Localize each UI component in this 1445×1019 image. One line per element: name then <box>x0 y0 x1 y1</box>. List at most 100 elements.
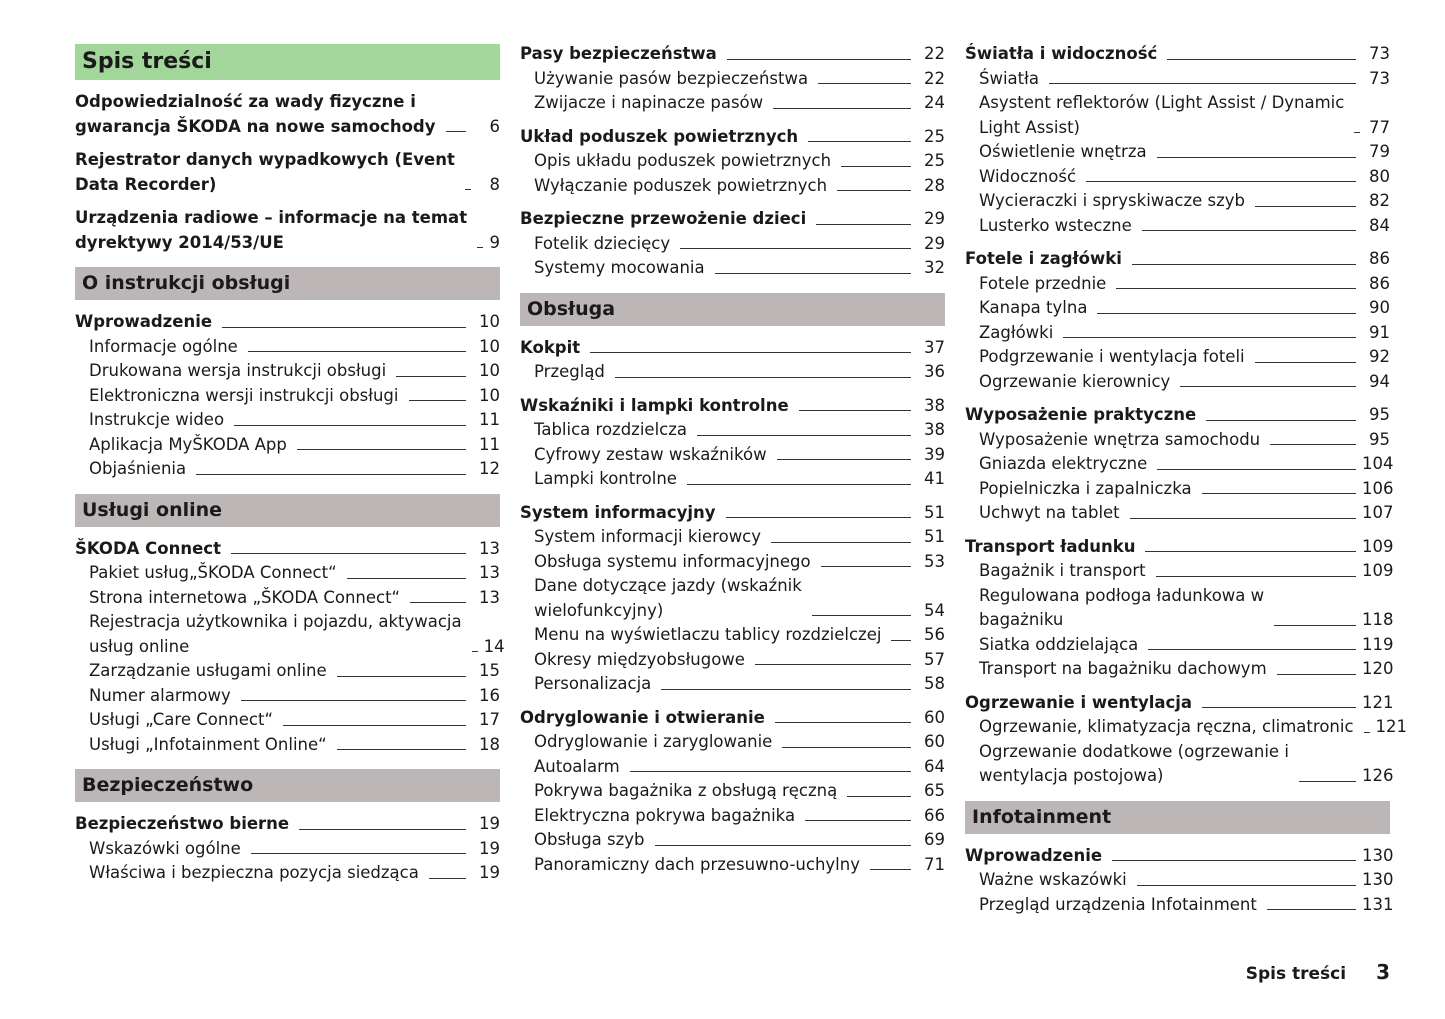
leader-line <box>661 688 911 690</box>
toc-subentry[interactable]: Ważne wskazówki 130 <box>965 868 1394 893</box>
toc-subentry[interactable]: Instrukcje wideo 11 <box>75 408 500 433</box>
leader-line <box>1116 288 1356 289</box>
entry-page-number: 79 <box>1369 142 1390 161</box>
toc-subentry[interactable]: Usługi „Care Connect“ 17 <box>75 708 500 733</box>
toc-chapter-entry[interactable]: Ogrzewanie i wentylacja 121 <box>965 691 1394 716</box>
toc-subentry[interactable]: Widoczność 80 <box>965 165 1390 190</box>
toc-subentry[interactable]: Systemy mocowania 32 <box>520 256 945 281</box>
toc-subentry[interactable]: Elektryczna pokrywa bagażnika 66 <box>520 804 945 829</box>
toc-chapter-entry[interactable]: Fotele i zagłówki 86 <box>965 247 1390 272</box>
toc-subentry[interactable]: Numer alarmowy 16 <box>75 684 500 709</box>
toc-subentry[interactable]: Używanie pasów bezpieczeństwa 22 <box>520 67 945 92</box>
toc-subentry[interactable]: Zwijacze i napinacze pasów 24 <box>520 91 945 116</box>
toc-subentry[interactable]: Siatka oddzielająca 119 <box>965 633 1394 658</box>
toc-subentry[interactable]: Personalizacja 58 <box>520 672 945 697</box>
toc-subentry[interactable]: Obsługa systemu informacyjnego 53 <box>520 550 945 575</box>
toc-subentry[interactable]: Światła 73 <box>965 67 1390 92</box>
toc-chapter-entry[interactable]: Transport ładunku 109 <box>965 535 1394 560</box>
leader-line <box>805 820 911 821</box>
toc-subentry[interactable]: Wycieraczki i spryskiwacze szyb 82 <box>965 189 1390 214</box>
toc-chapter-entry[interactable]: Urządzenia radiowe – informacje na temat… <box>75 206 500 255</box>
entry-title-line: Numer alarmowy <box>89 685 231 705</box>
toc-chapter-entry[interactable]: Odryglowanie i otwieranie 60 <box>520 706 945 731</box>
toc-title-band: Spis treści <box>75 44 500 80</box>
page-footer: Spis treści 3 <box>1246 960 1390 984</box>
toc-subentry[interactable]: Obsługa szyb 69 <box>520 828 945 853</box>
toc-subentry[interactable]: System informacji kierowcy 51 <box>520 525 945 550</box>
toc-subentry[interactable]: Menu na wyświetlaczu tablicy rozdzielcze… <box>520 623 945 648</box>
toc-subentry[interactable]: Wyposażenie wnętrza samochodu 95 <box>965 428 1390 453</box>
toc-subentry[interactable]: Oświetlenie wnętrza 79 <box>965 140 1390 165</box>
toc-chapter-entry[interactable]: Rejestrator danych wypadkowych (Event Dat… <box>75 148 500 197</box>
toc-subentry[interactable]: Zarządzanie usługami online 15 <box>75 659 500 684</box>
toc-subentry[interactable]: Właściwa i bezpieczna pozycja siedząca 19 <box>75 861 500 886</box>
toc-subentry[interactable]: Wskazówki ogólne 19 <box>75 837 500 862</box>
footer-section-title: Spis treści <box>1245 964 1347 984</box>
toc-subentry[interactable]: Autoalarm 64 <box>520 755 945 780</box>
toc-subentry[interactable]: Cyfrowy zestaw wskaźników 39 <box>520 443 945 468</box>
toc-subentry[interactable]: Rejestracja użytkownika i pojazdu, aktyw… <box>75 610 505 659</box>
entry-title: Rejestracja użytkownika i pojazdu, aktyw… <box>89 610 462 659</box>
toc-chapter-entry[interactable]: Wskaźniki i lampki kontrolne 38 <box>520 394 945 419</box>
toc-subentry[interactable]: Uchwyt na tablet 107 <box>965 501 1394 526</box>
toc-subentry[interactable]: Odryglowanie i zaryglowanie 60 <box>520 730 945 755</box>
toc-chapter-entry[interactable]: Bezpieczeństwo bierne 19 <box>75 812 500 837</box>
toc-subentry[interactable]: Ogrzewanie dodatkowe (ogrzewanie i wentyl… <box>965 740 1394 789</box>
toc-chapter-entry[interactable]: Bezpieczne przewożenie dzieci 29 <box>520 207 945 232</box>
toc-chapter-entry[interactable]: Układ poduszek powietrznych 25 <box>520 125 945 150</box>
toc-subentry[interactable]: Drukowana wersja instrukcji obsługi 10 <box>75 359 500 384</box>
toc-subentry[interactable]: Regulowana podłoga ładunkowa w bagażniku 1… <box>965 584 1394 633</box>
entry-title-line: Wyposażenie wnętrza samochodu <box>979 429 1261 449</box>
toc-subentry[interactable]: Asystent reflektorów (Light Assist / Dyn… <box>965 91 1390 140</box>
toc-subentry[interactable]: Informacje ogólne 10 <box>75 335 500 360</box>
toc-chapter-entry[interactable]: Odpowiedzialność za wady fizyczne i gwara… <box>75 90 500 139</box>
toc-subentry[interactable]: Ogrzewanie, klimatyzacja ręczna, climatr… <box>965 715 1407 740</box>
entry-title: Objaśnienia <box>89 457 186 482</box>
entry-title: Odryglowanie i zaryglowanie <box>534 730 772 755</box>
toc-subentry[interactable]: Pokrywa bagażnika z obsługą ręczną 65 <box>520 779 945 804</box>
toc-chapter-entry[interactable]: Wprowadzenie 130 <box>965 844 1394 869</box>
toc-subentry[interactable]: Zagłówki 91 <box>965 321 1390 346</box>
entry-page-number: 38 <box>924 395 945 415</box>
toc-subentry[interactable]: Dane dotyczące jazdy (wskaźnik wielofunkc… <box>520 574 945 623</box>
toc-chapter-entry[interactable]: Wyposażenie praktyczne 95 <box>965 403 1390 428</box>
toc-chapter-entry[interactable]: Światła i widoczność 73 <box>965 42 1390 67</box>
toc-subentry[interactable]: Bagażnik i transport 109 <box>965 559 1394 584</box>
toc-chapter-entry[interactable]: System informacyjny 51 <box>520 501 945 526</box>
entry-title: Usługi „Infotainment Online“ <box>89 733 327 758</box>
toc-subentry[interactable]: Transport na bagażniku dachowym 120 <box>965 657 1394 682</box>
toc-subentry[interactable]: Gniazda elektryczne 104 <box>965 452 1394 477</box>
toc-chapter-entry[interactable]: Kokpit 37 <box>520 336 945 361</box>
toc-chapter-entry[interactable]: Wprowadzenie 10 <box>75 310 500 335</box>
toc-subentry[interactable]: Popielniczka i zapalniczka 106 <box>965 477 1394 502</box>
toc-subentry[interactable]: Okresy międzyobsługowe 57 <box>520 648 945 673</box>
toc-subentry[interactable]: Opis układu poduszek powietrznych 25 <box>520 149 945 174</box>
entry-title-line: Właściwa i bezpieczna pozycja siedząca <box>89 863 419 882</box>
toc-chapter-entry[interactable]: ŠKODA Connect 13 <box>75 537 500 562</box>
toc-subentry[interactable]: Strona internetowa „ŠKODA Connect“ 13 <box>75 586 500 611</box>
toc-subentry[interactable]: Przegląd 36 <box>520 360 945 385</box>
entry-page-number: 80 <box>1369 166 1390 186</box>
toc-subentry[interactable]: Lampki kontrolne 41 <box>520 467 945 492</box>
toc-subentry[interactable]: Tablica rozdzielcza 38 <box>520 418 945 443</box>
toc-subentry[interactable]: Objaśnienia 12 <box>75 457 500 482</box>
toc-subentry[interactable]: Panoramiczny dach przesuwno-uchylny 71 <box>520 853 945 878</box>
toc-subentry[interactable]: Fotelik dziecięcy 29 <box>520 232 945 257</box>
toc-subentry[interactable]: Lusterko wsteczne 84 <box>965 214 1390 239</box>
entry-title-line: Kokpit <box>520 337 581 357</box>
toc-subentry[interactable]: Aplikacja MyŠKODA App 11 <box>75 433 500 458</box>
entry-page-number: 66 <box>924 805 945 825</box>
toc-subentry[interactable]: Przegląd urządzenia Infotainment 131 <box>965 893 1394 918</box>
entry-page-number: 39 <box>924 444 945 464</box>
toc-subentry[interactable]: Kanapa tylna 90 <box>965 296 1390 321</box>
toc-subentry[interactable]: Usługi „Infotainment Online“ 18 <box>75 733 500 758</box>
toc-subentry[interactable]: Podgrzewanie i wentylacja foteli 92 <box>965 345 1390 370</box>
toc-subentry[interactable]: Ogrzewanie kierownicy 94 <box>965 370 1390 395</box>
toc-subentry[interactable]: Wyłączanie poduszek powietrznych 28 <box>520 174 945 199</box>
entry-page-number: 19 <box>479 838 500 858</box>
toc-subentry[interactable]: Pakiet usług„ŠKODA Connect“ 13 <box>75 561 500 586</box>
toc-subentry[interactable]: Elektroniczna wersji instrukcji obsługi 1… <box>75 384 500 409</box>
entry-title-line: Personalizacja <box>534 674 652 693</box>
toc-subentry[interactable]: Fotele przednie 86 <box>965 272 1390 297</box>
toc-chapter-entry[interactable]: Pasy bezpieczeństwa 22 <box>520 42 945 67</box>
